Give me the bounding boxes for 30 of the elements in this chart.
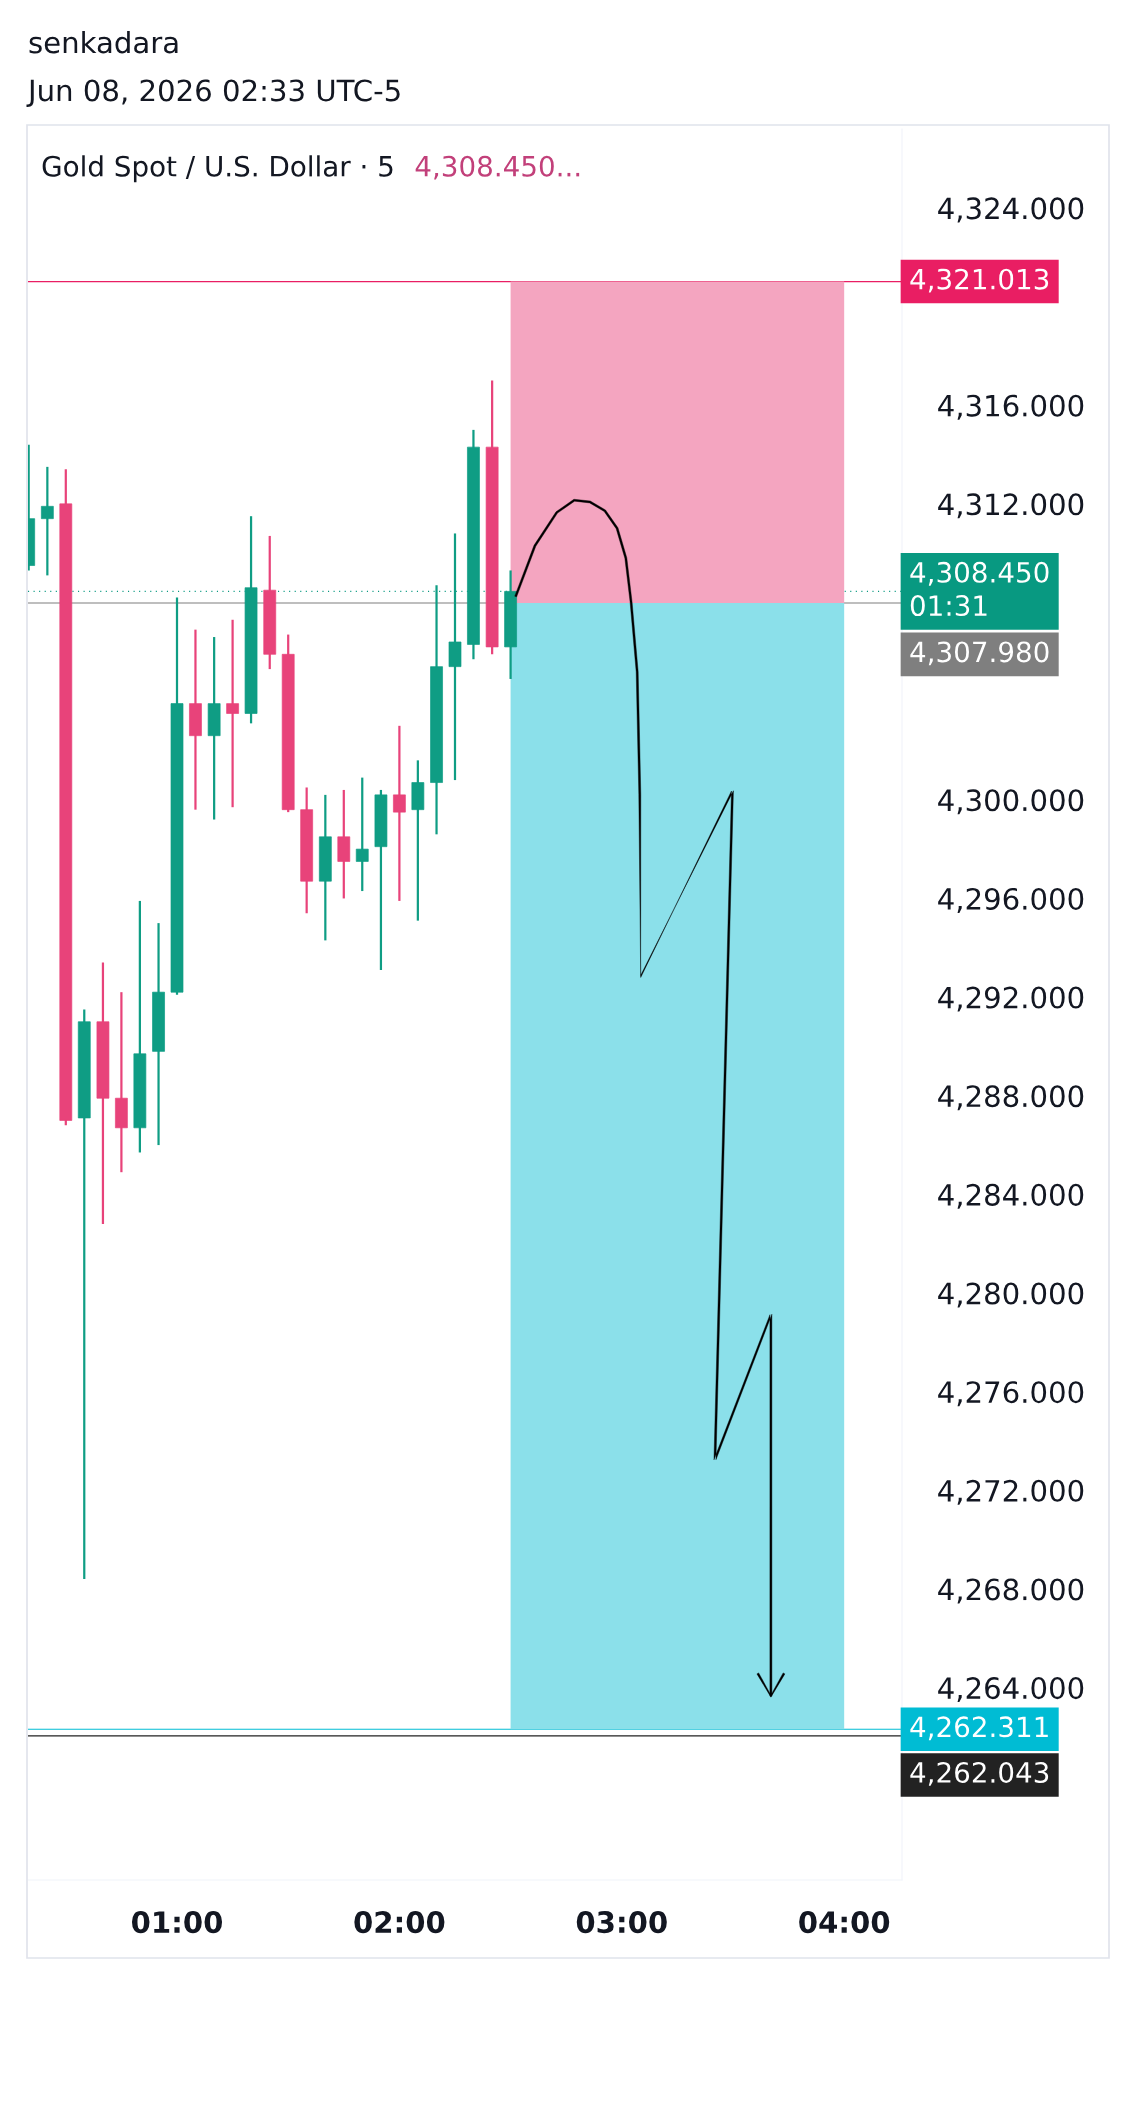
ref-line-label: 4,262.043 — [910, 1762, 1049, 1786]
y-tick-label: 4,316.000 — [938, 394, 1084, 420]
ref-line-label: 4,321.013 — [910, 268, 1049, 293]
y-tick-label: 4,272.000 — [938, 1479, 1084, 1505]
y-tick-label: 4,276.000 — [938, 1381, 1084, 1407]
text: Jun 08, 2026 02:33 UTC-5 — [26, 79, 400, 107]
candlestick — [393, 724, 406, 903]
y-tick-label: 4,324.000 — [938, 197, 1084, 223]
y-tick-label: 4,300.000 — [938, 789, 1084, 815]
ref-line-label: 4,308.450 01:31 — [910, 561, 1049, 617]
x-tick-label: 04:00 — [799, 1911, 890, 1934]
y-tick-label: 4,288.000 — [938, 1085, 1084, 1111]
x-tick-label: 02:00 — [354, 1911, 445, 1934]
x-tick-label: 01:00 — [131, 1911, 223, 1934]
y-tick-label: 4,280.000 — [938, 1282, 1084, 1308]
y-tick-label: 4,268.000 — [938, 1578, 1084, 1604]
candlestick — [355, 776, 369, 893]
y-tick-label: 4,292.000 — [938, 986, 1084, 1012]
y-tick-label: 4,296.000 — [938, 887, 1084, 913]
ref-line-label: 4,262.311 — [910, 1716, 1048, 1741]
ref-line-label: 4,307.980 — [910, 641, 1049, 666]
text: senkadara — [29, 30, 178, 54]
candlestick — [226, 618, 239, 809]
y-tick-label: 4,312.000 — [938, 493, 1084, 519]
y-tick-label: 4,284.000 — [938, 1183, 1084, 1209]
x-tick-label: 03:00 — [576, 1911, 667, 1934]
text: 4,308.450... — [415, 155, 580, 180]
text: Gold Spot / U.S. Dollar · 5 — [42, 155, 393, 183]
y-tick-label: 4,264.000 — [938, 1677, 1084, 1703]
candlestick — [41, 465, 54, 577]
